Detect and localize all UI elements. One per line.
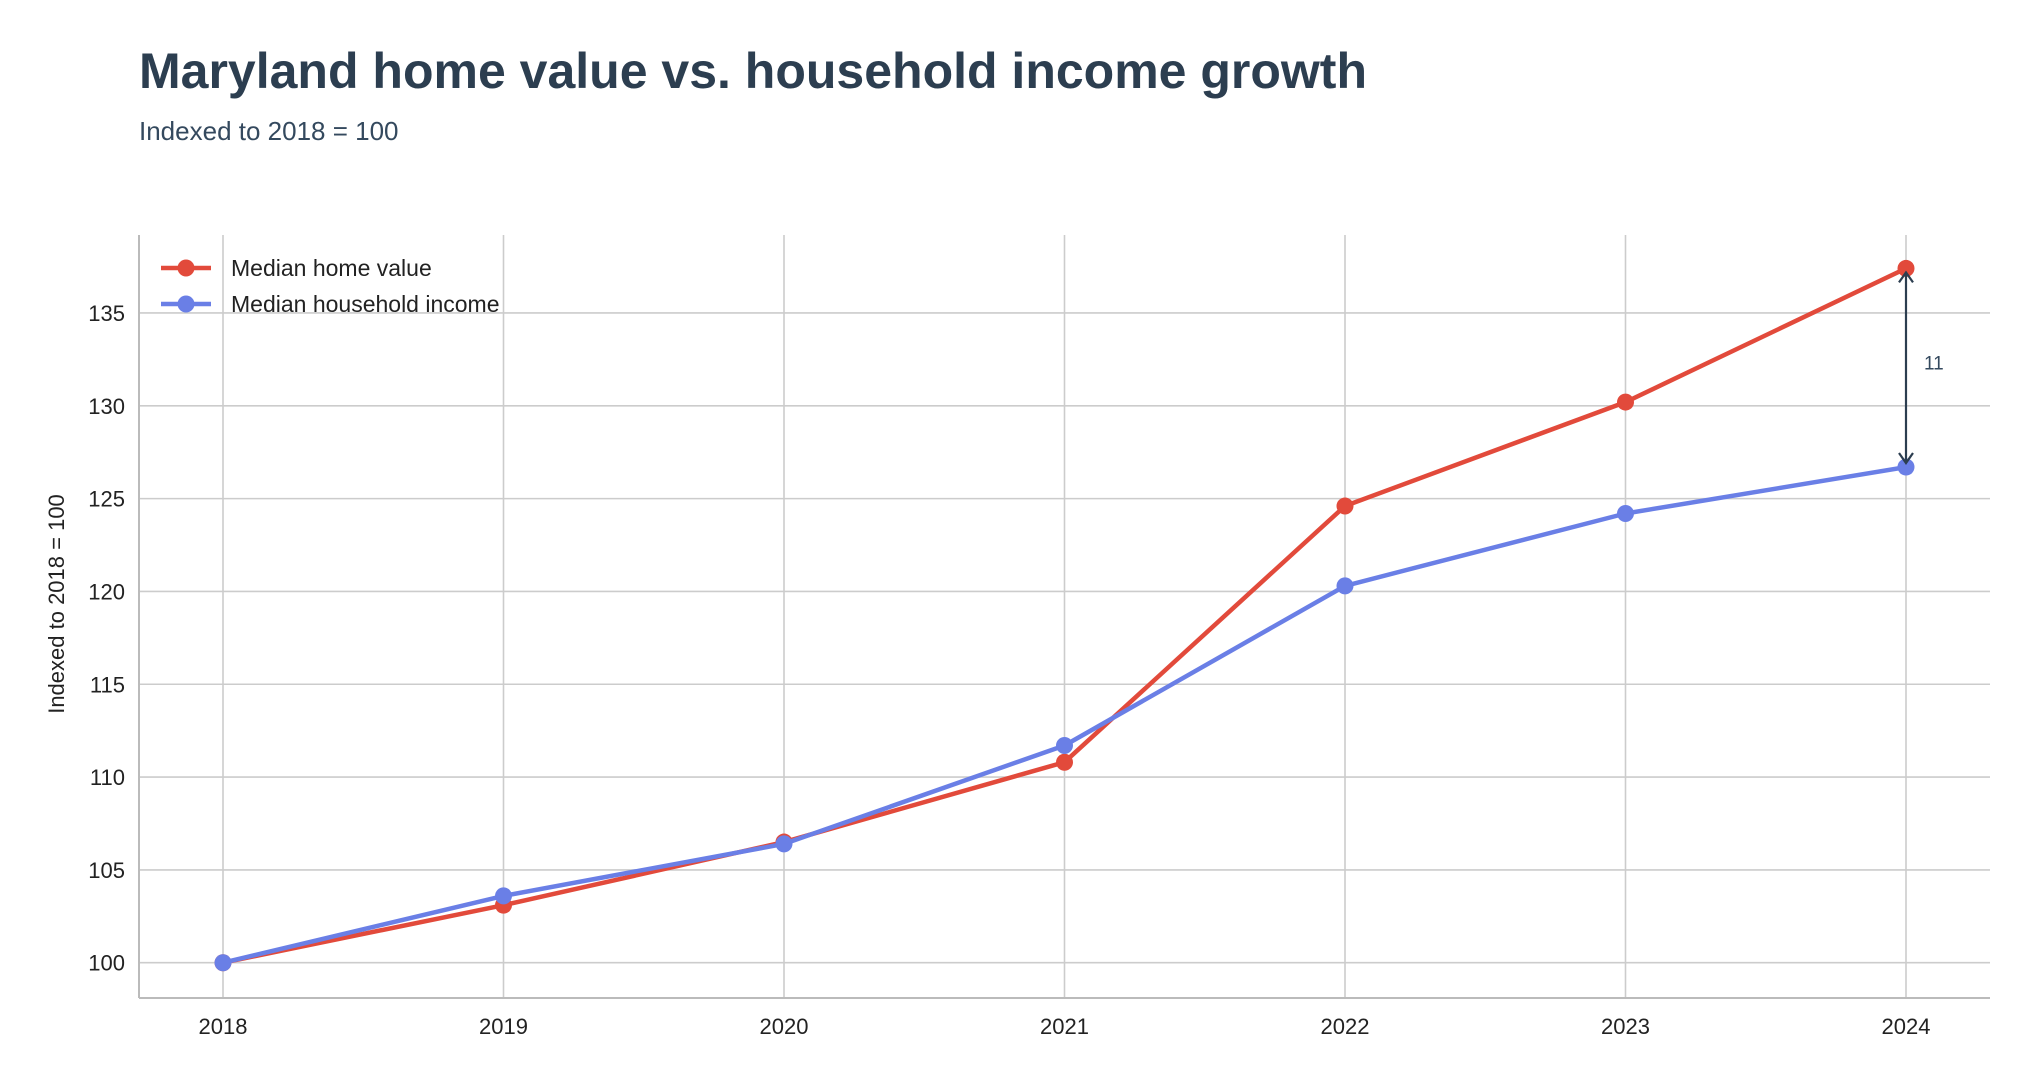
y-tick-label: 130 (88, 394, 125, 419)
data-point (1056, 737, 1073, 755)
y-tick-label: 105 (88, 858, 125, 883)
data-point (495, 887, 512, 905)
x-tick-labels: 2018 2019 2020 2021 2022 2023 2024 (199, 1014, 1931, 1039)
series-median-household-income (214, 458, 1915, 972)
x-tick-label: 2019 (479, 1014, 528, 1039)
y-axis-label: Indexed to 2018 = 100 (44, 494, 69, 714)
chart-title: Maryland home value vs. household income… (139, 43, 1368, 99)
data-point (1336, 497, 1354, 515)
data-point (775, 835, 793, 853)
y-tick-label: 120 (88, 579, 125, 604)
y-tick-labels: 100 105 110 115 120 125 130 135 (88, 301, 125, 976)
axes (138, 235, 1990, 999)
x-tick-label: 2018 (199, 1014, 248, 1039)
legend-swatch-marker (177, 295, 195, 313)
gap-annotation: 11 (1898, 270, 1944, 465)
legend-label: Median home value (231, 255, 432, 281)
legend-label: Median household income (231, 291, 500, 317)
x-tick-label: 2020 (760, 1014, 809, 1039)
data-point (1617, 393, 1634, 411)
y-tick-label: 110 (90, 765, 125, 790)
series-layer (214, 259, 1915, 972)
data-point (214, 954, 232, 972)
grid-lines (139, 235, 1990, 998)
legend-item: Median household income (161, 291, 500, 317)
data-point (1336, 577, 1354, 595)
y-tick-label: 135 (88, 301, 125, 326)
x-tick-label: 2022 (1321, 1014, 1370, 1039)
legend: Median home value Median household income (161, 255, 500, 317)
data-point (1897, 458, 1915, 476)
data-point (1056, 753, 1073, 771)
y-tick-label: 100 (88, 951, 125, 976)
data-point (1897, 259, 1915, 277)
x-tick-label: 2021 (1040, 1014, 1089, 1039)
legend-swatch-marker (177, 259, 195, 277)
x-tick-label: 2024 (1882, 1014, 1931, 1039)
x-tick-label: 2023 (1601, 1014, 1650, 1039)
chart-subtitle: Indexed to 2018 = 100 (139, 116, 399, 146)
data-point (1617, 504, 1634, 522)
annotation-arrowhead-down (1898, 452, 1914, 465)
annotation-label: 11 (1924, 354, 1944, 375)
legend-item: Median home value (161, 255, 432, 281)
y-tick-label: 115 (90, 672, 125, 697)
annotation-arrowhead-up (1898, 270, 1914, 284)
y-tick-label: 125 (88, 487, 125, 512)
